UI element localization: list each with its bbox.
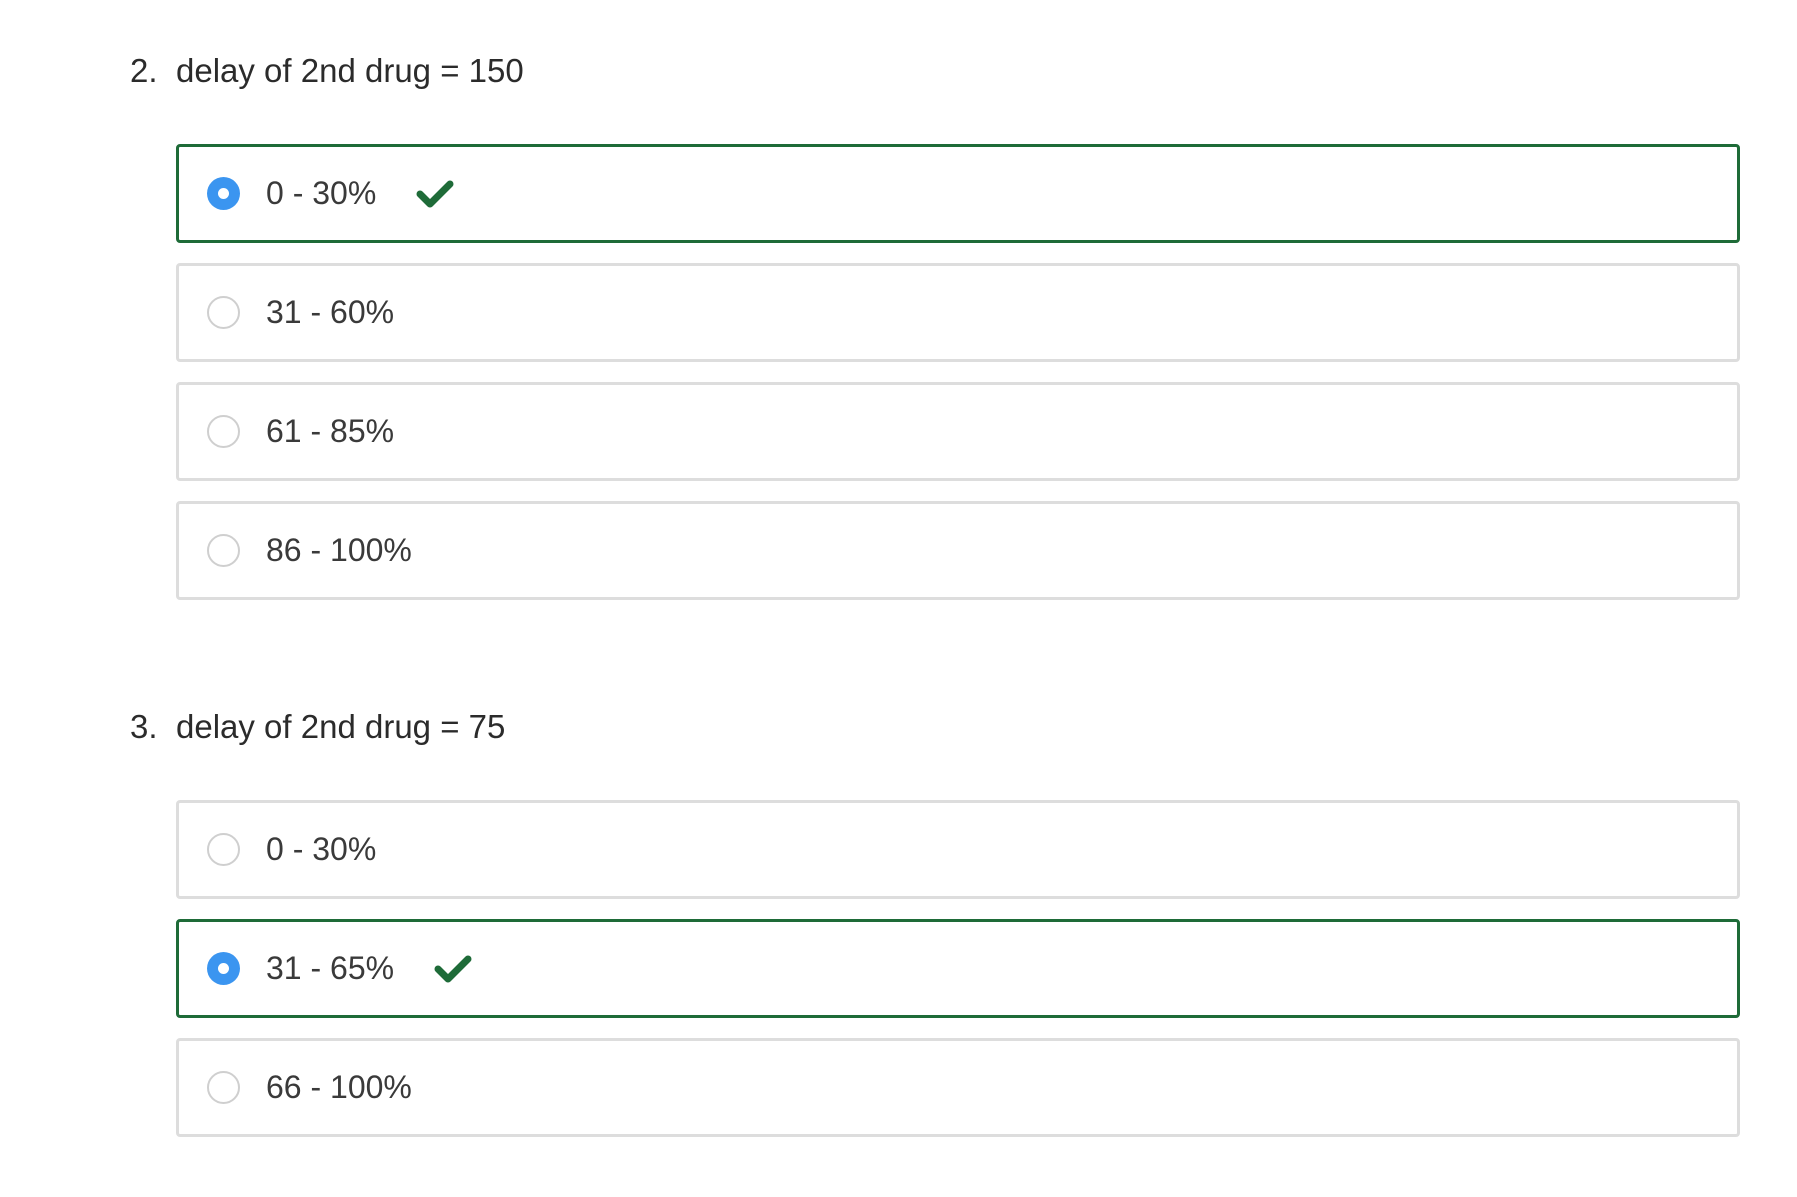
answer-option[interactable]: 61 - 85%	[176, 382, 1740, 481]
answer-option-label: 31 - 60%	[266, 294, 395, 330]
checkmark-icon	[434, 955, 472, 982]
answer-option-label: 61 - 85%	[266, 413, 395, 449]
answer-option[interactable]: 66 - 100%	[176, 1038, 1740, 1137]
question-number: 2.	[130, 52, 158, 89]
answer-option[interactable]: 0 - 30%	[176, 800, 1740, 899]
question-header: 3. delay of 2nd drug = 75	[130, 708, 1745, 758]
answer-option[interactable]: 0 - 30%	[176, 144, 1740, 243]
question-3: 3. delay of 2nd drug = 75 0 - 30% 31 - 6…	[130, 708, 1745, 1157]
question-text: delay of 2nd drug = 75	[176, 708, 506, 745]
answer-options: 0 - 30% 31 - 60% 61 - 85% 86 - 100%	[176, 144, 1745, 600]
answer-option-label: 0 - 30%	[266, 831, 377, 867]
answer-option[interactable]: 31 - 65%	[176, 919, 1740, 1018]
radio-selected-icon[interactable]	[207, 177, 240, 210]
question-number: 3.	[130, 708, 158, 745]
radio-unselected-icon[interactable]	[207, 833, 240, 866]
question-text: delay of 2nd drug = 150	[176, 52, 524, 89]
checkmark-icon	[416, 180, 454, 207]
question-2: 2. delay of 2nd drug = 150 0 - 30% 31 - …	[130, 52, 1745, 620]
answer-option[interactable]: 86 - 100%	[176, 501, 1740, 600]
radio-unselected-icon[interactable]	[207, 534, 240, 567]
radio-unselected-icon[interactable]	[207, 415, 240, 448]
answer-option-label: 86 - 100%	[266, 532, 412, 568]
answer-options: 0 - 30% 31 - 65% 66 - 100%	[176, 800, 1745, 1137]
answer-option-label: 66 - 100%	[266, 1069, 412, 1105]
radio-selected-icon[interactable]	[207, 952, 240, 985]
question-header: 2. delay of 2nd drug = 150	[130, 52, 1745, 102]
answer-option-label: 0 - 30%	[266, 175, 377, 211]
radio-unselected-icon[interactable]	[207, 1071, 240, 1104]
answer-option[interactable]: 31 - 60%	[176, 263, 1740, 362]
answer-option-label: 31 - 65%	[266, 950, 395, 986]
radio-unselected-icon[interactable]	[207, 296, 240, 329]
